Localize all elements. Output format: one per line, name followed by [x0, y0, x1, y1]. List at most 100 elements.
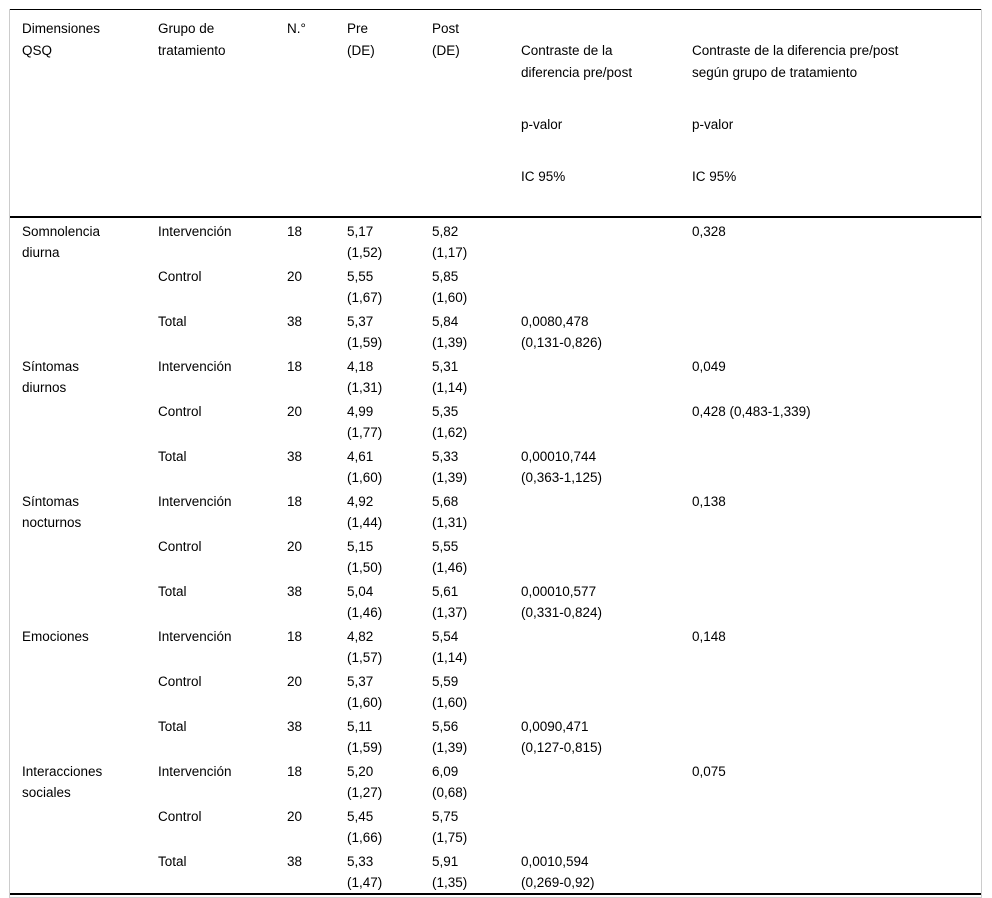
col-header-pvalor-label: p-valor — [521, 117, 563, 132]
group-cell: Control — [158, 809, 202, 824]
pre-cell: 4,61 (1,60) — [347, 449, 383, 485]
n-cell: 20 — [287, 404, 303, 419]
group-cell: Total — [158, 719, 187, 734]
post-cell: 5,82 (1,17) — [432, 224, 468, 260]
n-cell: 18 — [287, 764, 303, 779]
contrast-group-cell: 0,328 — [692, 224, 726, 239]
dimension-cell: Emociones — [22, 629, 89, 644]
contrast-group-cell — [680, 668, 981, 713]
contrast-group-cell — [680, 578, 981, 623]
n-cell: 20 — [287, 539, 303, 554]
contrast-prepost-cell — [509, 623, 680, 668]
n-cell: 20 — [287, 809, 303, 824]
pre-cell: 5,20 (1,27) — [347, 764, 383, 800]
col-header-ic-label: IC 95% — [692, 169, 737, 184]
contrast-prepost-cell — [509, 353, 680, 398]
dimension-cell: Síntomas diurnos — [22, 359, 80, 395]
contrast-prepost-cell — [509, 488, 680, 533]
n-cell: 38 — [287, 314, 303, 329]
contrast-prepost-cell — [509, 217, 680, 263]
group-cell: Intervención — [158, 494, 232, 509]
col-header-ic-label: IC 95% — [521, 169, 566, 184]
n-cell: 38 — [287, 854, 303, 869]
col-header-label: Grupo de tratamiento — [158, 21, 226, 58]
group-cell: Total — [158, 584, 187, 599]
post-cell: 5,84 (1,39) — [432, 314, 468, 350]
post-cell: 5,31 (1,14) — [432, 359, 468, 395]
col-header-contraste-grupo: Contraste de la diferencia pre/post segú… — [680, 9, 981, 218]
row-interacciones-control: Control 20 5,45 (1,66) 5,75 (1,75) — [10, 803, 981, 848]
pre-cell: 5,17 (1,52) — [347, 224, 383, 260]
results-table: Dimensiones QSQ Grupo de tratamiento N.°… — [10, 9, 981, 895]
col-header-label: N.° — [287, 21, 306, 36]
results-table-container: Dimensiones QSQ Grupo de tratamiento N.°… — [9, 9, 982, 898]
post-cell: 5,91 (1,35) — [432, 854, 468, 890]
row-emociones-total: Total 38 5,11 (1,59) 5,56 (1,39) 0,0090,… — [10, 713, 981, 758]
contrast-prepost-cell — [509, 668, 680, 713]
col-header-label: Pre (DE) — [347, 21, 375, 58]
pre-cell: 5,55 (1,67) — [347, 269, 383, 305]
col-header-dimensiones-qsq: Dimensiones QSQ — [10, 9, 146, 218]
group-cell: Control — [158, 404, 202, 419]
row-sintomas-nocturnos-intervencion: Síntomas nocturnos Intervención 18 4,92 … — [10, 488, 981, 533]
group-cell: Control — [158, 539, 202, 554]
pre-cell: 5,45 (1,66) — [347, 809, 383, 845]
contrast-group-cell — [680, 713, 981, 758]
row-emociones-intervencion: Emociones Intervención 18 4,82 (1,57) 5,… — [10, 623, 981, 668]
group-cell: Total — [158, 449, 187, 464]
contrast-group-cell — [680, 848, 981, 894]
group-cell: Intervención — [158, 764, 232, 779]
post-cell: 5,61 (1,37) — [432, 584, 468, 620]
contrast-prepost-cell: 0,0080,478 (0,131-0,826) — [521, 314, 603, 350]
post-cell: 5,85 (1,60) — [432, 269, 468, 305]
group-cell: Intervención — [158, 629, 232, 644]
row-sintomas-diurnos-intervencion: Síntomas diurnos Intervención 18 4,18 (1… — [10, 353, 981, 398]
contrast-prepost-cell — [509, 533, 680, 578]
row-emociones-control: Control 20 5,37 (1,60) 5,59 (1,60) — [10, 668, 981, 713]
group-cell: Intervención — [158, 359, 232, 374]
n-cell: 18 — [287, 494, 303, 509]
pre-cell: 5,15 (1,50) — [347, 539, 383, 575]
header-row: Dimensiones QSQ Grupo de tratamiento N.°… — [10, 9, 981, 218]
col-header-post: Post (DE) — [420, 9, 509, 218]
contrast-group-cell — [680, 308, 981, 353]
contrast-group-cell: 0,428 (0,483-1,339) — [692, 404, 811, 419]
col-header-contraste-prepost: Contraste de la diferencia pre/post p-va… — [509, 9, 680, 218]
contrast-prepost-cell — [509, 263, 680, 308]
n-cell: 38 — [287, 719, 303, 734]
row-sintomas-nocturnos-total: Total 38 5,04 (1,46) 5,61 (1,37) 0,00010… — [10, 578, 981, 623]
row-interacciones-total: Total 38 5,33 (1,47) 5,91 (1,35) 0,0010,… — [10, 848, 981, 894]
pre-cell: 4,92 (1,44) — [347, 494, 383, 530]
contrast-group-cell — [680, 263, 981, 308]
col-header-label: Contraste de la diferencia pre/post segú… — [692, 43, 899, 80]
group-cell: Control — [158, 674, 202, 689]
row-sintomas-diurnos-control: Control 20 4,99 (1,77) 5,35 (1,62) 0,428… — [10, 398, 981, 443]
pre-cell: 4,99 (1,77) — [347, 404, 383, 440]
post-cell: 5,33 (1,39) — [432, 449, 468, 485]
post-cell: 5,68 (1,31) — [432, 494, 468, 530]
contrast-group-cell: 0,148 — [692, 629, 726, 644]
post-cell: 5,55 (1,46) — [432, 539, 468, 575]
pre-cell: 4,18 (1,31) — [347, 359, 383, 395]
pre-cell: 5,33 (1,47) — [347, 854, 383, 890]
contrast-prepost-cell: 0,0090,471 (0,127-0,815) — [521, 719, 603, 755]
post-cell: 5,75 (1,75) — [432, 809, 468, 845]
col-header-label: Post (DE) — [432, 21, 460, 58]
row-sintomas-diurnos-total: Total 38 4,61 (1,60) 5,33 (1,39) 0,00010… — [10, 443, 981, 488]
dimension-cell: Síntomas nocturnos — [22, 494, 82, 530]
pre-cell: 5,11 (1,59) — [347, 719, 383, 755]
group-cell: Total — [158, 314, 187, 329]
n-cell: 38 — [287, 449, 303, 464]
col-header-label: Dimensiones QSQ — [22, 21, 101, 58]
n-cell: 20 — [287, 269, 303, 284]
contrast-prepost-cell — [509, 758, 680, 803]
contrast-prepost-cell: 0,0010,594 (0,269-0,92) — [521, 854, 595, 890]
dimension-cell: Somnolencia diurna — [22, 224, 101, 260]
post-cell: 5,35 (1,62) — [432, 404, 468, 440]
post-cell: 5,54 (1,14) — [432, 629, 468, 665]
row-interacciones-intervencion: Interacciones sociales Intervención 18 5… — [10, 758, 981, 803]
col-header-pre: Pre (DE) — [335, 9, 420, 218]
row-sintomas-nocturnos-control: Control 20 5,15 (1,50) 5,55 (1,46) — [10, 533, 981, 578]
contrast-prepost-cell: 0,00010,577 (0,331-0,824) — [521, 584, 603, 620]
n-cell: 18 — [287, 629, 303, 644]
